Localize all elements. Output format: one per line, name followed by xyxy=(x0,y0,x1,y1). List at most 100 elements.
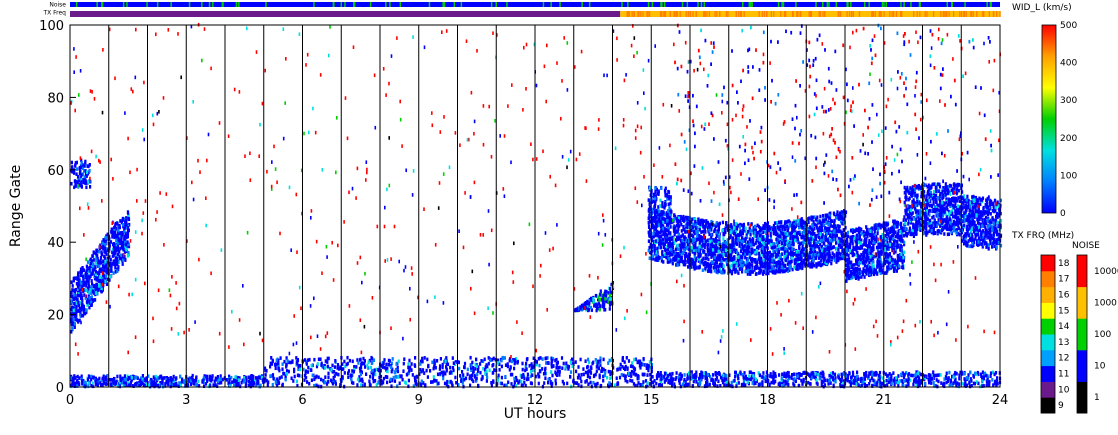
data-cell xyxy=(285,372,288,376)
data-cell xyxy=(460,379,463,383)
data-cell xyxy=(500,381,503,386)
data-cell xyxy=(351,359,354,364)
data-cell xyxy=(636,374,639,378)
data-cell xyxy=(849,276,852,281)
data-cell xyxy=(476,372,479,377)
data-cell xyxy=(123,243,126,247)
data-cell xyxy=(920,223,923,228)
txfreq-mark xyxy=(743,11,745,17)
data-cell xyxy=(686,376,689,380)
data-cell xyxy=(878,384,881,388)
data-cell xyxy=(871,371,874,375)
data-cell xyxy=(277,379,280,383)
data-cell xyxy=(279,356,282,360)
data-cell xyxy=(128,376,132,381)
data-cell xyxy=(420,369,423,374)
data-cell xyxy=(649,365,652,370)
data-cell xyxy=(693,373,696,377)
data-cell xyxy=(571,357,574,362)
data-cell xyxy=(92,284,95,289)
data-cell xyxy=(774,372,777,376)
data-cell xyxy=(942,383,945,388)
data-cell xyxy=(171,377,174,382)
data-cell xyxy=(724,241,727,245)
data-cell xyxy=(90,377,93,382)
data-cell xyxy=(479,370,482,375)
data-cell xyxy=(181,377,184,382)
data-cell xyxy=(800,217,803,221)
data-cell xyxy=(981,375,984,380)
data-cell xyxy=(462,375,465,379)
data-cell xyxy=(897,384,900,388)
data-cell xyxy=(589,365,592,369)
data-cell xyxy=(915,213,918,218)
data-cell xyxy=(744,383,747,387)
data-cell xyxy=(675,216,678,221)
data-cell xyxy=(893,382,896,387)
data-cell xyxy=(109,377,112,382)
data-cell xyxy=(639,359,642,364)
data-cell xyxy=(708,382,711,387)
data-cell xyxy=(274,366,277,371)
data-cell xyxy=(688,371,691,375)
data-cell xyxy=(749,262,752,266)
data-cell xyxy=(592,374,596,379)
data-cell xyxy=(783,374,786,378)
data-cell xyxy=(820,371,823,376)
txfreq-mark xyxy=(972,11,974,17)
data-cell xyxy=(496,381,499,386)
data-cell xyxy=(83,164,86,168)
data-cell xyxy=(632,372,635,376)
data-cell xyxy=(99,256,103,260)
data-cell xyxy=(945,371,948,376)
data-cell xyxy=(687,243,690,247)
data-cell xyxy=(71,376,74,381)
data-cell xyxy=(228,377,231,382)
data-cell xyxy=(132,384,135,388)
data-cell xyxy=(461,377,464,381)
data-cell xyxy=(88,163,91,167)
data-cell xyxy=(286,359,289,363)
data-cell xyxy=(424,383,427,387)
noise-bar-mark xyxy=(146,2,148,7)
data-cell xyxy=(695,227,698,232)
data-cell xyxy=(804,233,807,238)
data-cell xyxy=(398,374,401,378)
txfreq-mark xyxy=(679,11,681,17)
data-cell xyxy=(408,358,411,363)
data-cell xyxy=(147,374,150,378)
data-cell xyxy=(651,248,654,253)
data-cell xyxy=(778,256,781,261)
data-cell xyxy=(910,221,913,225)
data-cell xyxy=(764,379,767,384)
data-cell xyxy=(78,288,81,293)
data-cell xyxy=(469,355,472,360)
data-cell xyxy=(987,216,990,221)
data-cell xyxy=(317,375,320,380)
data-cell xyxy=(80,161,83,165)
data-cell xyxy=(569,370,573,374)
data-cell xyxy=(861,380,864,384)
data-cell xyxy=(579,306,582,311)
data-cell xyxy=(749,251,752,256)
data-cell xyxy=(761,383,764,388)
data-cell xyxy=(74,179,77,184)
data-cell xyxy=(624,367,627,372)
data-cell xyxy=(881,270,884,275)
data-cell xyxy=(907,372,911,376)
data-cell xyxy=(544,376,547,380)
data-cell xyxy=(545,361,548,365)
data-cell xyxy=(855,374,858,379)
data-cell xyxy=(153,384,156,389)
data-cell xyxy=(521,367,524,372)
txfreq-mark xyxy=(628,11,630,17)
data-cell xyxy=(954,183,957,188)
data-cell xyxy=(560,356,564,360)
data-cell xyxy=(831,219,834,223)
txfreq-mark xyxy=(880,11,882,17)
data-cell xyxy=(157,384,160,388)
data-cell xyxy=(310,378,313,382)
data-cell xyxy=(562,381,565,386)
data-cell xyxy=(305,360,308,364)
data-cell xyxy=(80,183,83,188)
